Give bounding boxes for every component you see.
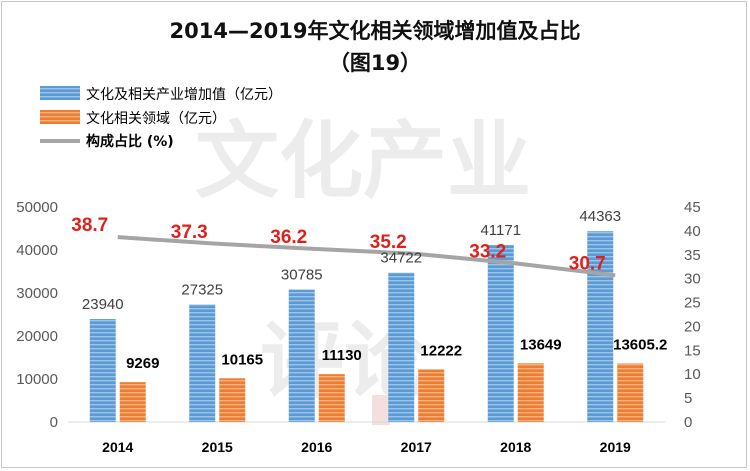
left-tick-label: 40000 — [16, 242, 58, 259]
bar-related-field — [617, 363, 644, 422]
right-axis: 0 5 10 15 20 25 30 35 40 45 — [684, 199, 701, 431]
bar-culture-industry — [388, 272, 415, 422]
orange-data-label: 11130 — [322, 347, 362, 364]
orange-data-label: 13605.2 — [613, 336, 667, 353]
ratio-data-label: 35.2 — [370, 232, 407, 253]
category-label: 2019 — [600, 439, 631, 455]
left-tick-label: 30000 — [16, 285, 58, 302]
bar-related-field — [517, 363, 544, 422]
category-label: 2018 — [500, 439, 531, 455]
blue-data-label: 44363 — [579, 208, 621, 225]
blue-data-label: 27325 — [181, 282, 223, 299]
bar-culture-industry — [587, 231, 614, 422]
ratio-line — [117, 235, 616, 278]
ratio-data-label: 30.7 — [569, 253, 606, 274]
right-tick-label: 15 — [684, 342, 701, 359]
orange-data-label: 10165 — [221, 351, 263, 368]
right-tick-label: 20 — [684, 318, 701, 335]
bar-culture-industry — [189, 304, 216, 422]
legend-label-blue: 文化及相关产业增加值（亿元） — [86, 87, 282, 103]
right-tick-label: 45 — [684, 199, 701, 216]
ratio-data-label: 38.7 — [71, 215, 108, 236]
bar-related-field — [119, 382, 146, 422]
watermark: 文化产业 评论 — [195, 111, 531, 425]
right-tick-label: 5 — [684, 390, 692, 407]
bar-culture-industry — [487, 244, 514, 422]
orange-data-label: 9269 — [126, 355, 159, 372]
data-labels: 23940 9269 27325 10165 30785 11130 34722 12222 4… — [71, 208, 667, 372]
ratio-line-path — [117, 235, 616, 278]
bar-related-field — [318, 374, 345, 422]
legend-item-blue: 文化及相关产业增加值（亿元） — [40, 86, 282, 103]
watermark-line1: 文化产业 — [195, 111, 531, 210]
ratio-data-label: 36.2 — [270, 227, 307, 248]
left-axis: 0 10000 20000 30000 40000 50000 — [16, 199, 58, 431]
legend-item-orange: 文化相关领域（亿元） — [40, 110, 226, 127]
left-tick-label: 0 — [50, 414, 58, 431]
chart-title: 2014—2019年文化相关领域增加值及占比 — [170, 19, 581, 43]
category-label: 2017 — [401, 439, 432, 455]
left-tick-label: 10000 — [16, 371, 58, 388]
bar-related-field — [418, 369, 445, 422]
blue-data-label: 41171 — [480, 222, 521, 239]
legend-swatch-orange — [40, 110, 80, 124]
legend: 文化及相关产业增加值（亿元） 文化相关领域（亿元） 构成占比 (%) — [40, 86, 282, 150]
legend-label-orange: 文化相关领域（亿元） — [86, 111, 226, 127]
right-tick-label: 25 — [684, 295, 701, 312]
orange-data-label: 12222 — [420, 342, 462, 359]
orange-data-label: 13649 — [520, 336, 562, 353]
bars — [89, 231, 644, 422]
bar-culture-industry — [288, 289, 315, 422]
category-label: 2015 — [202, 439, 233, 455]
bar-culture-industry — [89, 319, 116, 422]
bar-related-field — [219, 378, 246, 422]
blue-data-label: 30785 — [281, 267, 323, 284]
category-label: 2014 — [102, 439, 133, 455]
legend-swatch-blue — [40, 86, 80, 100]
left-tick-label: 20000 — [16, 328, 58, 345]
ratio-data-label: 33.2 — [469, 241, 506, 262]
right-tick-label: 40 — [684, 223, 701, 240]
seal-stamp — [372, 395, 390, 425]
blue-data-label: 23940 — [82, 296, 124, 313]
right-tick-label: 10 — [684, 366, 701, 383]
chart-subtitle: （图19） — [329, 51, 421, 75]
legend-item-line: 构成占比 (%) — [40, 133, 174, 150]
right-tick-label: 35 — [684, 247, 701, 264]
ratio-data-label: 37.3 — [171, 222, 208, 243]
category-label: 2016 — [301, 439, 332, 455]
blue-data-label: 34722 — [380, 250, 422, 267]
right-tick-label: 0 — [684, 414, 692, 431]
right-tick-label: 30 — [684, 271, 701, 288]
category-axis: 2014 2015 2016 2017 2018 2019 — [102, 439, 631, 455]
left-tick-label: 50000 — [16, 199, 58, 216]
legend-label-line: 构成占比 (%) — [86, 133, 174, 150]
